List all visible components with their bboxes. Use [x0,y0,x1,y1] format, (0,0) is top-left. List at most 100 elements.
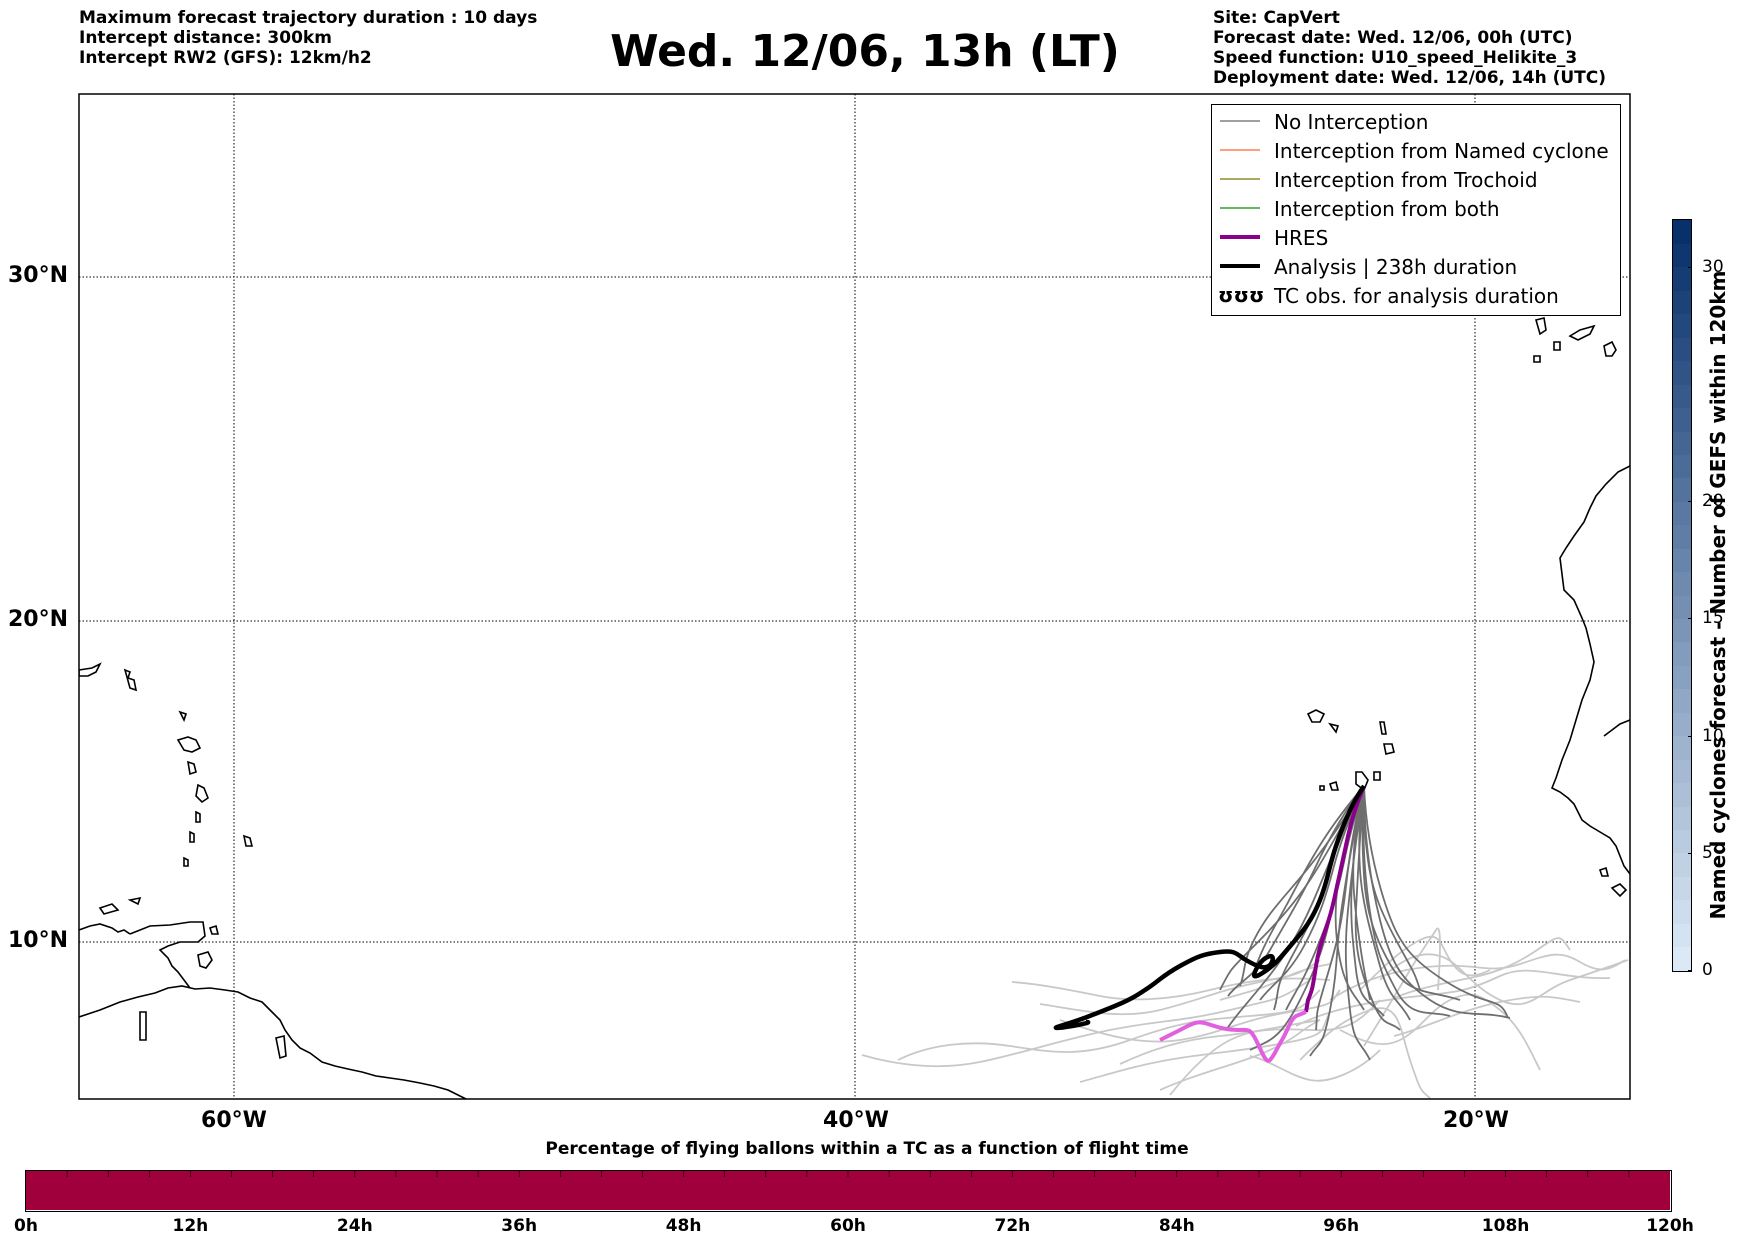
colorbar-right-segment [1673,923,1691,948]
trajectory-light [1393,995,1581,1037]
island-canary-5 [1533,355,1541,363]
island-dominica [186,760,197,776]
colorbar-bottom-tick-label: 108h [1481,1216,1530,1236]
header-left-info: Maximum forecast trajectory duration : 1… [79,8,537,68]
colorbar-right-segment [1673,829,1691,854]
colorbar-right-segment [1673,220,1691,244]
colorbar-bottom-tick-label: 96h [1323,1216,1360,1236]
island-canary-2 [1568,324,1596,341]
island-st-vincent [189,830,195,843]
trajectory-light [1159,1019,1321,1091]
island-aruba [98,903,120,915]
map-legend: No Interception Interception from Named … [1211,104,1621,316]
trajectory-dark [1361,785,1461,1001]
island-canary-4 [1553,341,1561,351]
colorbar-right-segment [1673,243,1691,268]
island-guadeloupe [176,736,202,753]
lat-label-20n: 20°N [8,607,69,632]
legend-label: No Interception [1274,109,1429,134]
trajectory-light [1363,927,1441,1047]
lon-label-40w: 40°W [823,1108,889,1133]
trajectory-light [861,979,1311,1068]
header-left-line: Maximum forecast trajectory duration : 1… [79,8,538,28]
trajectory-light [1299,1007,1431,1099]
tc-obs-symbol-icon: ʊʊʊ [1218,283,1265,307]
map-frame [78,93,1631,1100]
trajectory-light [1059,989,1341,1043]
island-bissagos [1610,883,1628,898]
island-trinidad [197,951,213,969]
colorbar-bottom-tick-label: 84h [1158,1216,1195,1236]
colorbar-right-tick-mark [1688,735,1692,737]
colorbar-right-tick-mark [1688,618,1692,620]
colorbar-bottom-tick-label: 48h [665,1216,702,1236]
trajectory-hres [1159,785,1366,1063]
trajectory-dark [1315,785,1365,1031]
header-left-line: Intercept RW2 (GFS): 12km/h2 [79,48,372,68]
island-martinique [195,783,209,804]
trajectory-dark [1255,785,1365,967]
island-cv-santo-antao [1306,709,1326,723]
island-curacao [127,896,142,906]
hres-segment-dark [1304,785,1366,1013]
colorbar-right-tick-label: 15 [1702,608,1724,629]
lat-label-30n: 30°N [8,263,69,288]
legend-label: Analysis | 238h duration [1274,254,1518,279]
island-cv-boa-vista [1383,743,1395,755]
trajectories-no-interception-dark [1219,785,1511,1061]
island-puerto-rico [79,662,102,677]
colorbar-bottom-bar [26,1171,1670,1210]
lat-label-10n: 10°N [8,928,69,953]
lon-label-60w: 60°W [201,1108,267,1133]
trajectory-dark [1227,785,1365,997]
colorbar-right-segment [1673,688,1691,713]
colorbar-right-segment [1673,313,1691,338]
trajectory-light [1329,953,1626,1001]
header-right-line: Deployment date: Wed. 12/06, 14h (UTC) [1213,68,1607,88]
trajectory-light [1079,1011,1331,1083]
island-cv-sal [1379,721,1387,735]
island-small-2 [275,1034,287,1060]
trajectory-dark [1350,785,1385,1017]
colorbar-right-segment [1673,407,1691,432]
trajectory-analysis [1053,784,1366,1031]
colorbar-right-segment [1673,524,1691,549]
coast-africa [1550,465,1630,875]
island-cv-santiago [1355,771,1369,792]
colorbar-right-segment [1673,641,1691,666]
colorbar-right-segment [1673,899,1691,924]
colorbar-right-segment [1673,876,1691,901]
trajectory-dark [1363,785,1509,1019]
island-grenada [183,856,189,867]
colorbar-bottom-tick-label: 120h [1646,1216,1694,1236]
colorbar-right-segment [1673,618,1691,643]
legend-line-named-cyclone [1220,149,1260,151]
colorbar-right-tick-mark [1688,852,1692,854]
colorbar-right-tick-mark [1688,970,1692,971]
legend-line-trochoid [1220,178,1260,180]
map-title: Wed. 12/06, 13h (LT) [610,26,1120,77]
colorbar-bottom-tick-label: 60h [830,1216,866,1236]
colorbar-right-segment [1673,759,1691,784]
colorbar-bottom-title: Percentage of flying ballons within a TC… [545,1139,1189,1159]
island-antigua [178,710,188,723]
trajectories-no-interception-light [861,927,1629,1099]
colorbar-right-segment [1673,548,1691,573]
colorbar-right-segment [1673,735,1691,760]
colorbar-right-segment [1673,337,1691,362]
header-right-line: Speed function: U10_speed_Helikite_3 [1213,48,1578,68]
colorbar-right-segment [1673,712,1691,737]
island-small-1 [139,1011,147,1041]
header-left-line: Intercept distance: 300km [79,28,332,48]
legend-label: TC obs. for analysis duration [1274,283,1559,308]
trajectory-light [1389,937,1571,1001]
coast-africa-east [1603,719,1630,737]
legend-label: HRES [1274,225,1329,250]
colorbar-named-cyclones [1672,219,1692,972]
colorbar-bottom-tick-label: 72h [994,1216,1031,1236]
colorbar-right-segment [1673,477,1691,502]
colorbar-flight-time [25,1170,1672,1212]
header-right-info: Site: CapVert Forecast date: Wed. 12/06,… [1213,8,1606,88]
legend-label: Interception from both [1274,196,1500,221]
colorbar-right-segment [1673,430,1691,455]
